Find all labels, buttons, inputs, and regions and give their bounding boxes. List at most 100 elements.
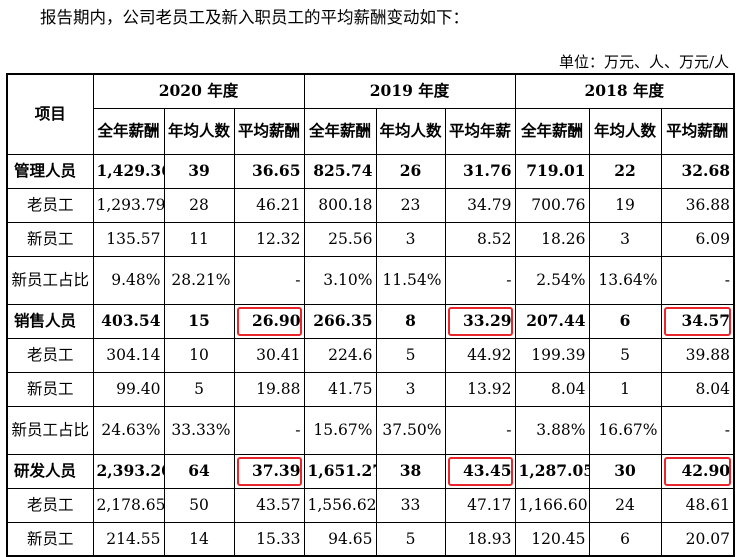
table-cell: 18.26 [514,221,590,257]
table-cell: 207.44 [514,303,590,339]
table-cell: - [233,405,305,455]
table-cell: 10 [163,337,235,373]
table-cell: 38 [375,453,446,489]
table-cell: 3 [375,371,446,407]
table-cell: 34.79 [444,187,516,223]
table-cell: 224.6 [303,337,377,373]
row-label: 新员工 [6,371,94,407]
table-cell: 1,287.05 [514,453,590,489]
row-label: 老员工 [6,187,94,223]
row-label: 销售人员 [6,303,94,339]
table-cell: 266.35 [303,303,377,339]
table-cell: 304.14 [92,337,165,373]
row-label: 管理人员 [6,153,94,189]
table-cell: 25.56 [303,221,377,257]
table-cell: 28 [163,187,235,223]
table-cell: 5 [375,337,446,373]
table-cell: 37.39 [233,453,305,489]
table-cell: 8.52 [444,221,516,257]
row-label: 新员工占比 [6,255,94,305]
table-cell: 1,293.79 [92,187,165,223]
table-cell: 214.55 [92,521,165,557]
table-cell: 33.33% [163,405,235,455]
col-header: 全年薪酬 [514,107,590,155]
table-cell: 34.57 [660,303,735,339]
table-cell: 26 [375,153,446,189]
table-row: 新员工 214.55 14 15.33 94.65 5 18.93 120.45 6 20.07 [6,521,735,557]
table-cell: 28.21% [163,255,235,305]
table-cell: 19 [588,187,662,223]
table-cell: 5 [163,371,235,407]
table-cell: 94.65 [303,521,377,557]
intro-text: 报告期内，公司老员工及新入职员工的平均薪酬变动如下： [40,8,469,27]
table-cell: 13.92 [444,371,516,407]
row-label: 老员工 [6,337,94,373]
table-row: 老员工 1,293.79 28 46.21 800.18 23 34.79 700.76 19 3… [6,187,735,223]
table-cell: 5 [375,521,446,557]
col-header: 全年薪酬 [92,107,165,155]
table-cell: 825.74 [303,153,377,189]
table-cell: 1 [588,371,662,407]
table-cell: 23 [375,187,446,223]
table-cell: 16.67% [588,405,662,455]
table-cell: - [444,405,516,455]
table-cell: 135.57 [92,221,165,257]
table-row: 新员工占比 24.63% 33.33% -15.67% 37.50% -3.88% 16.6… [6,405,735,455]
table-cell: 3 [588,221,662,257]
table-cell: 15 [163,303,235,339]
col-header: 平均薪酬 [233,107,305,155]
table-cell: 44.92 [444,337,516,373]
col-header: 年均人数 [375,107,446,155]
table-cell: 120.45 [514,521,590,557]
table-cell: 30.41 [233,337,305,373]
table-row: 新员工 99.40 5 19.88 41.75 3 13.92 8.04 1 8.04 [6,371,735,407]
row-label: 新员工 [6,221,94,257]
table-cell: 31.76 [444,153,516,189]
year-header-row: 项目 2020 年度 2019 年度 2018 年度 [6,73,735,155]
table-cell: 15.33 [233,521,305,557]
col-header: 年均人数 [163,107,235,155]
table-cell: 6 [588,303,662,339]
table-cell: 18.93 [444,521,516,557]
table-row: 老员工 304.14 10 30.41 224.6 5 44.92 199.39 5 39.88 [6,337,735,373]
table-cell: 39.88 [660,337,735,373]
table-cell: 50 [163,487,235,523]
col-header: 平均年薪 [444,107,516,155]
col-header: 平均薪酬 [660,107,735,155]
table-cell: 48.61 [660,487,735,523]
table-cell: 19.88 [233,371,305,407]
table-cell: 800.18 [303,187,377,223]
table-cell: 39 [163,153,235,189]
table-cell: 13.64% [588,255,662,305]
table-cell: 1,556.62 [303,487,377,523]
table-cell: 20.07 [660,521,735,557]
table-cell: 199.39 [514,337,590,373]
year-2019-header: 2019 年度 [303,73,516,109]
table-cell: 24.63% [92,405,165,455]
row-label: 新员工占比 [6,405,94,455]
table-cell: 30 [588,453,662,489]
table-cell: - [233,255,305,305]
table-cell: 43.57 [233,487,305,523]
col-header: 全年薪酬 [303,107,377,155]
table-cell: 41.75 [303,371,377,407]
table-cell: 33 [375,487,446,523]
table-cell: 47.17 [444,487,516,523]
table-cell: 24 [588,487,662,523]
table-row: 销售人员 403.54 15 26.90 266.35 8 33.29 207.44 6 34.5… [6,303,735,339]
table-cell: 719.01 [514,153,590,189]
table-cell: 11.54% [375,255,446,305]
table-cell: - [444,255,516,305]
salary-table: 项目 2020 年度 2019 年度 2018 年度 全年薪酬 年均人数 平均薪… [6,73,736,557]
table-cell: 2,393.20 [92,453,165,489]
table-cell: 99.40 [92,371,165,407]
table-cell: 46.21 [233,187,305,223]
table-cell: 6 [588,521,662,557]
table-cell: 9.48% [92,255,165,305]
table-cell: 43.45 [444,453,516,489]
table-cell: 2.54% [514,255,590,305]
table-cell: 42.90 [660,453,735,489]
table-cell: 700.76 [514,187,590,223]
table-cell: 5 [588,337,662,373]
row-label: 老员工 [6,487,94,523]
